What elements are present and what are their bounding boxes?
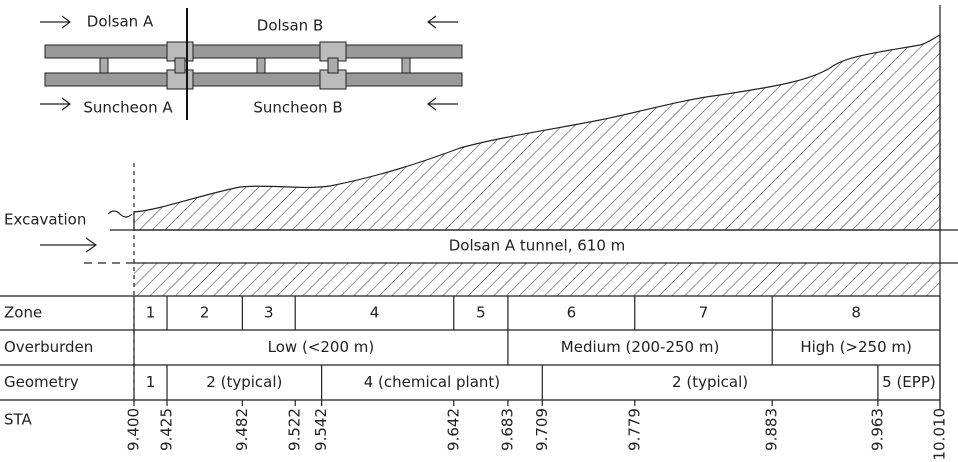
row-label: Overburden (4, 338, 93, 356)
sta-label: 9.482 (233, 408, 251, 451)
sta-label: 9.400 (125, 408, 143, 451)
row-label: Zone (4, 304, 42, 322)
inset-label: Dolsan B (257, 17, 323, 35)
sta-label: 9.683 (498, 408, 516, 451)
cell-text: 7 (699, 304, 709, 322)
row-label: Geometry (4, 373, 79, 391)
row-label: STA (4, 411, 33, 429)
sta-label: 9.542 (312, 408, 330, 451)
cell-text: Medium (200-250 m) (561, 338, 720, 356)
excavation-label: Excavation (4, 211, 86, 229)
sta-label: 9.425 (158, 408, 176, 451)
sta-label: 9.779 (625, 408, 643, 451)
sta-label: 9.883 (763, 408, 781, 451)
inset-label: Dolsan A (87, 13, 154, 31)
inset-label: Suncheon A (83, 99, 173, 117)
cell-text: Low (<200 m) (268, 338, 375, 356)
sta-label: 9.709 (533, 408, 551, 451)
ground-profile: Excavation Dolsan A tunnel, 610 m (4, 5, 958, 410)
cell-text: 6 (567, 304, 577, 322)
cell-text: 1 (146, 373, 156, 391)
sta-label: 10.010 (931, 408, 949, 461)
cell-text: 5 (EPP) (882, 373, 936, 391)
cell-text: 4 (chemical plant) (364, 373, 500, 391)
sta-label: 9.963 (868, 408, 886, 451)
cell-text: 2 (typical) (206, 373, 282, 391)
cell-text: 3 (264, 304, 274, 322)
inset-label: Suncheon B (253, 99, 342, 117)
cell-text: High (>250 m) (800, 338, 912, 356)
cell-text: 8 (851, 304, 861, 322)
cell-text: 1 (146, 304, 156, 322)
inset-sketch: Dolsan A Dolsan B Suncheon A Suncheon B (40, 8, 463, 120)
cell-text: 2 (typical) (672, 373, 748, 391)
cell-text: 5 (476, 304, 486, 322)
sta-label: 9.642 (444, 408, 462, 451)
sta-label: 9.522 (286, 408, 304, 451)
cell-text: 2 (200, 304, 210, 322)
tunnel-label: Dolsan A tunnel, 610 m (449, 237, 626, 255)
table: Zone Overburden Geometry STA 1 2 3 4 5 6 7 8 Low (<2… (0, 295, 949, 461)
cell-text: 4 (370, 304, 380, 322)
